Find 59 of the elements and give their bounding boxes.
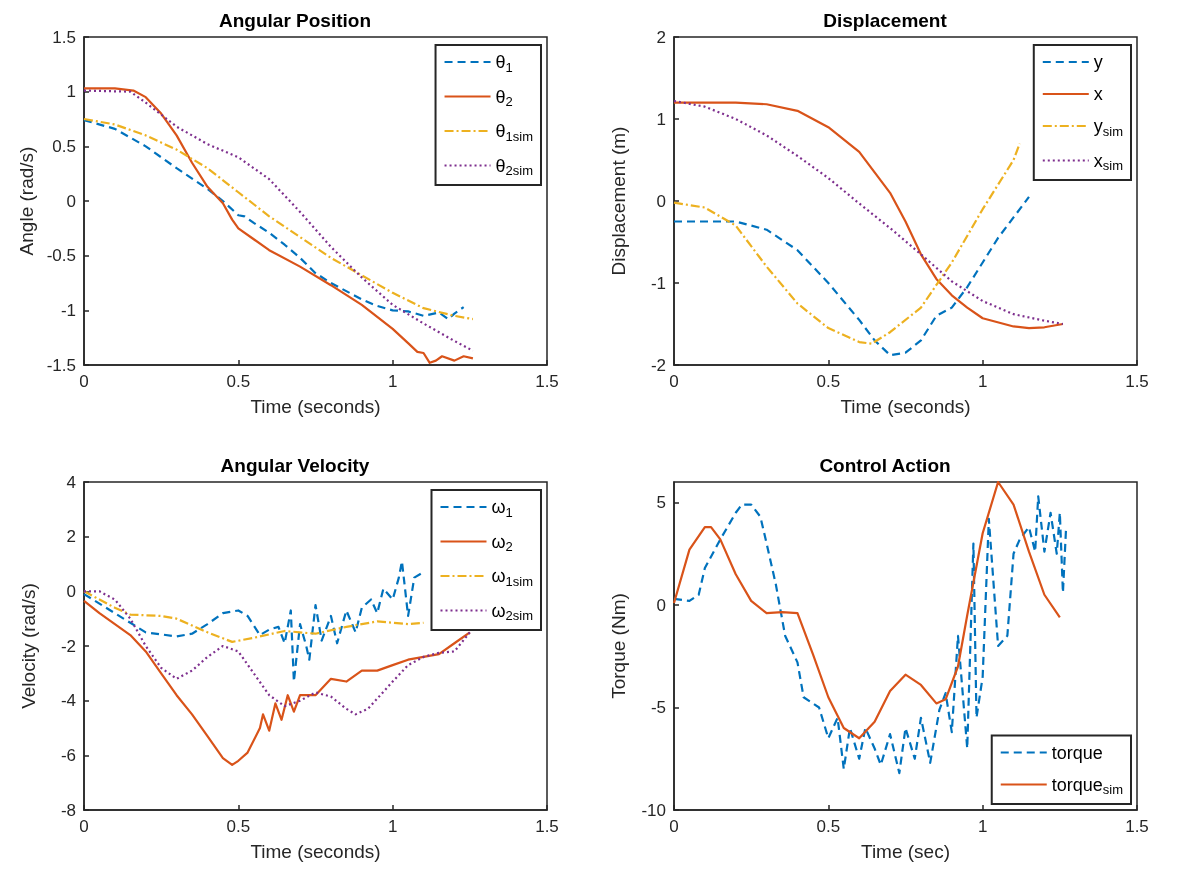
y-tick-label: -0.5 <box>46 246 76 266</box>
line-series <box>82 590 425 643</box>
x-axis-title: Time (seconds) <box>840 396 971 417</box>
y-tick-label: -10 <box>641 800 666 820</box>
y-tick-label: 0.5 <box>52 136 76 156</box>
y-tick-label: 1 <box>66 82 76 102</box>
line-series <box>82 599 471 766</box>
y-axis-title: Angle (rad/s) <box>15 146 37 256</box>
x-tick-label: 1 <box>977 372 988 391</box>
y-tick-label: 1 <box>656 109 666 129</box>
y-tick-label: 0 <box>66 581 76 601</box>
y-tick-label: 0 <box>656 191 666 211</box>
y-tick-label: -2 <box>60 636 76 656</box>
y-axis-title: Displacement (m) <box>608 126 629 276</box>
legend-label: y <box>1093 52 1103 72</box>
x-axis-title: Time (seconds) <box>250 841 381 862</box>
x-tick-label: 0 <box>79 372 89 391</box>
y-tick-label: -4 <box>60 691 76 711</box>
x-axis-title: Time (seconds) <box>250 396 381 417</box>
y-tick-label: 1.5 <box>52 27 76 47</box>
legend-label: x <box>1093 84 1103 104</box>
x-tick-label: 0 <box>669 817 679 836</box>
y-tick-label: -5 <box>650 698 666 717</box>
x-tick-label: 0 <box>669 372 679 391</box>
x-tick-label: 0.5 <box>816 372 841 391</box>
x-tick-label: 1.5 <box>1125 372 1149 391</box>
x-axis-title: Time (sec) <box>860 841 951 862</box>
x-tick-label: 0.5 <box>226 372 251 391</box>
y-tick-label: 0 <box>656 595 666 615</box>
chart-title: Displacement <box>823 10 948 31</box>
y-tick-label: 4 <box>66 472 76 492</box>
chart-title: Control Action <box>819 455 951 476</box>
x-tick-label: 1 <box>387 817 398 836</box>
x-tick-label: 1 <box>387 372 398 391</box>
legend-label: torque <box>1051 742 1103 763</box>
y-tick-label: -1 <box>60 300 76 320</box>
y-tick-label: 2 <box>66 527 76 547</box>
y-tick-label: 2 <box>656 27 666 47</box>
y-tick-label: -1 <box>650 273 666 293</box>
y-tick-label: -6 <box>60 745 76 765</box>
y-tick-label: -2 <box>650 355 666 375</box>
y-axis-title: Torque (Nm) <box>608 593 629 699</box>
chart-title: Angular Velocity <box>220 455 370 476</box>
y-tick-label: 0 <box>66 191 76 211</box>
y-tick-label: -1.5 <box>46 355 76 375</box>
line-series <box>672 195 1031 357</box>
chart-title: Angular Position <box>219 10 371 31</box>
x-tick-label: 1.5 <box>535 372 559 391</box>
line-series <box>672 480 1061 740</box>
y-tick-label: -8 <box>60 800 76 820</box>
line-series <box>82 590 471 716</box>
x-tick-label: 0.5 <box>226 817 251 836</box>
y-axis-title: Velocity (rad/s) <box>18 583 39 709</box>
y-tick-label: 5 <box>656 493 666 512</box>
x-tick-label: 0 <box>79 817 89 836</box>
x-tick-label: 1.5 <box>1125 817 1149 836</box>
x-tick-label: 0.5 <box>816 817 841 836</box>
x-tick-label: 1 <box>977 817 988 836</box>
x-tick-label: 1.5 <box>535 817 559 836</box>
